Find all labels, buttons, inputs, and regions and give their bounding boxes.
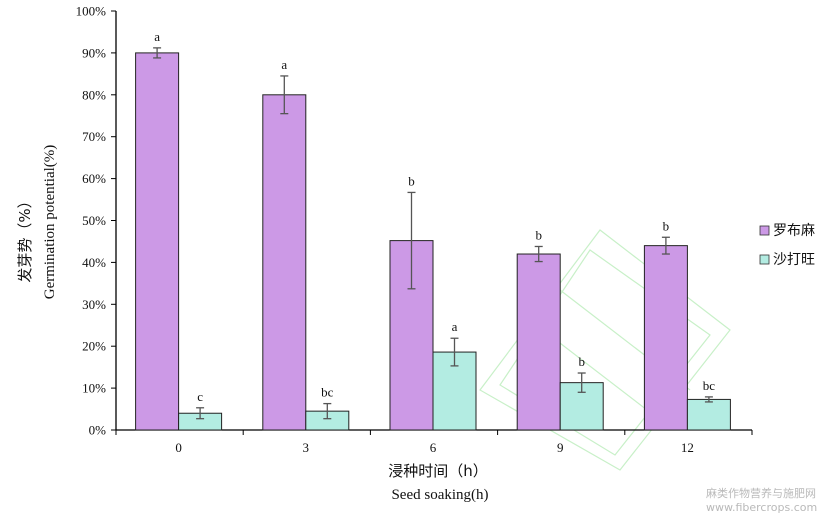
x-axis-title-cn: 浸种时间（h）	[388, 462, 488, 480]
x-tick-label: 3	[303, 440, 310, 455]
y-tick-label: 60%	[82, 171, 106, 186]
y-tick-label: 50%	[82, 213, 106, 228]
y-axis: 0% 10% 20% 30% 40% 50% 60% 70% 80% 90% 100%	[76, 4, 117, 438]
error-bars	[153, 47, 713, 420]
significance-label: bc	[321, 385, 334, 400]
bars	[135, 52, 731, 431]
x-axis-title-en: Seed soaking(h)	[391, 487, 488, 503]
x-tick-label: 9	[557, 440, 564, 455]
watermark-cn: 麻类作物营养与施肥网	[706, 486, 816, 500]
watermark-url: www.fibercrops.com	[706, 501, 817, 514]
legend-swatch-series-2	[759, 254, 770, 265]
y-tick-label: 70%	[82, 129, 106, 144]
x-tick-label: 0	[175, 440, 182, 455]
bar-series-1-9	[516, 253, 561, 431]
significance-label: b	[578, 354, 585, 369]
significance-label: a	[281, 57, 287, 72]
y-axis-title-cn: 发芽势（%）	[16, 193, 34, 282]
x-axis-title: 浸种时间（h） Seed soaking(h)	[388, 462, 488, 503]
significance-label: bc	[703, 378, 716, 393]
bar-series-1-12	[643, 245, 688, 431]
significance-label: c	[197, 389, 203, 404]
x-tick-label: 6	[430, 440, 437, 455]
legend-label-series-1: 罗布麻	[773, 223, 815, 239]
y-tick-label: 0%	[89, 423, 107, 438]
significance-label: a	[154, 29, 160, 44]
bar-series-1-0	[135, 52, 180, 431]
bar-series-2-12	[686, 398, 731, 431]
bar-series-1-3	[262, 94, 307, 431]
y-tick-label: 10%	[82, 381, 106, 396]
significance-label: a	[452, 319, 458, 334]
legend-label-series-2: 沙打旺	[773, 251, 815, 268]
significance-label: b	[408, 173, 415, 188]
y-tick-label: 100%	[76, 4, 107, 19]
y-tick-label: 80%	[82, 87, 106, 102]
y-tick-label: 40%	[82, 255, 106, 270]
y-axis-title-en: Germination potential(%)	[42, 145, 58, 300]
y-tick-label: 20%	[82, 339, 106, 354]
x-tick-label: 12	[681, 440, 694, 455]
legend-swatch-series-1	[759, 225, 770, 236]
significance-label: b	[663, 218, 670, 233]
y-tick-label: 90%	[82, 45, 106, 60]
x-axis: 0 3 6 9 12	[115, 429, 753, 455]
significance-label: b	[535, 227, 542, 242]
y-axis-title: 发芽势（%） Germination potential(%)	[16, 145, 58, 300]
legend: 罗布麻 沙打旺	[759, 223, 815, 268]
y-tick-label: 30%	[82, 297, 106, 312]
